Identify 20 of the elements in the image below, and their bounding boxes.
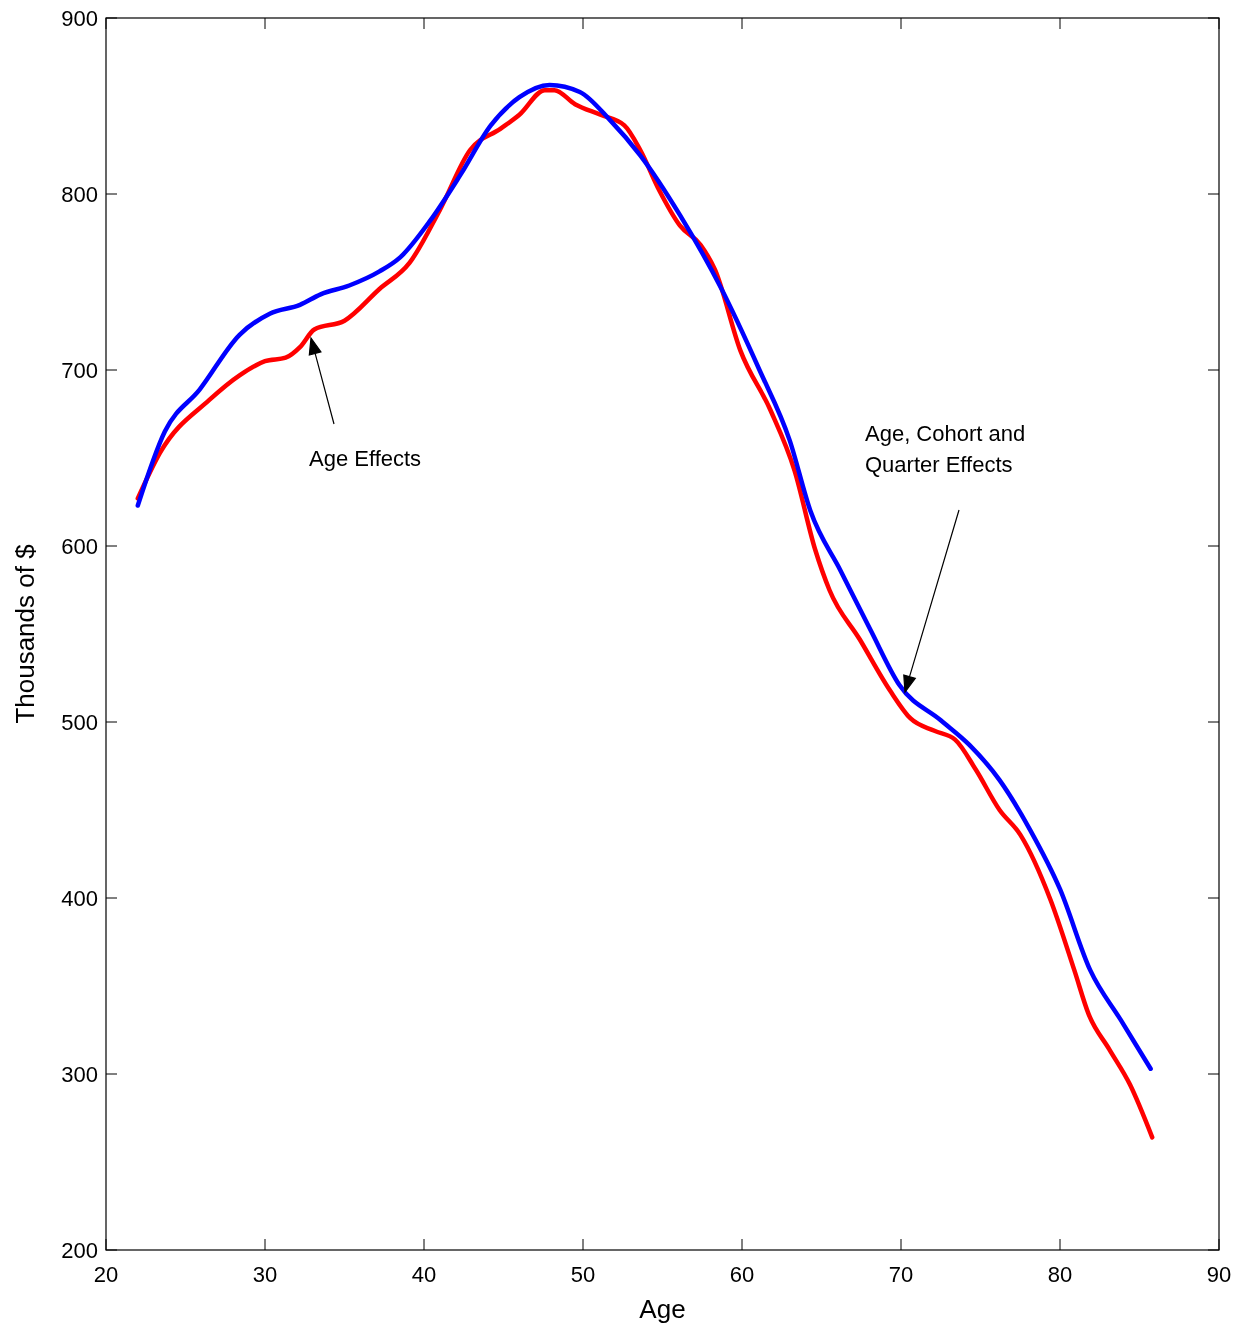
x-tick-label: 50	[570, 1262, 596, 1287]
x-tick-label: 20	[93, 1262, 119, 1287]
x-tick-label: 40	[411, 1262, 437, 1287]
y-tick-label: 300	[61, 1061, 98, 1087]
x-tick-label: 70	[888, 1262, 914, 1287]
x-tick-label: 30	[252, 1262, 278, 1287]
x-tick-label: 80	[1047, 1262, 1073, 1287]
x-tick-label: 90	[1206, 1262, 1232, 1287]
y-tick-label: 200	[61, 1237, 98, 1263]
y-tick-label: 900	[61, 5, 98, 31]
x-axis-title: Age	[639, 1294, 686, 1324]
annotation: Age, Cohort and Quarter Effects	[865, 421, 1026, 477]
y-tick-label: 500	[61, 709, 98, 735]
y-tick-label: 400	[61, 885, 98, 911]
annotation: Age Effects	[309, 446, 422, 471]
y-axis-title: Thousands of $	[10, 543, 40, 724]
y-tick-label: 800	[61, 181, 98, 207]
y-tick-label: 600	[61, 533, 98, 559]
y-tick-label: 700	[61, 357, 98, 383]
x-tick-label: 60	[729, 1262, 755, 1287]
